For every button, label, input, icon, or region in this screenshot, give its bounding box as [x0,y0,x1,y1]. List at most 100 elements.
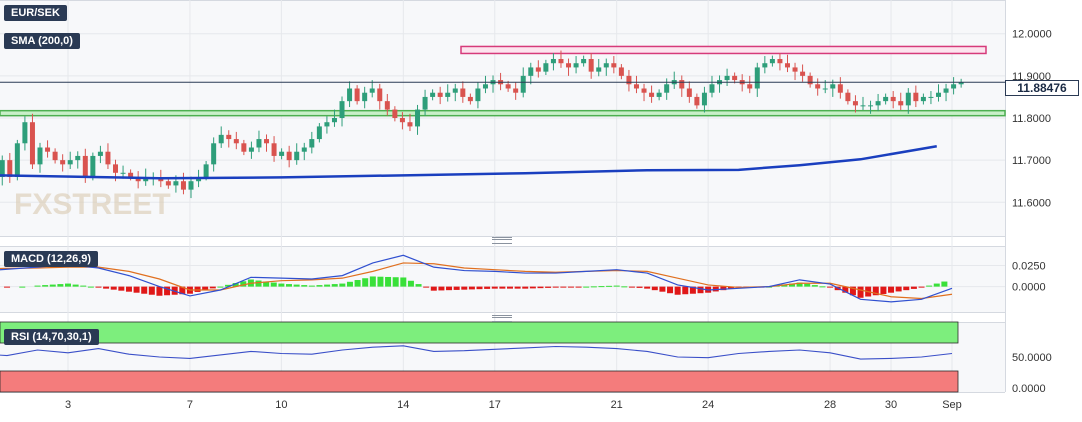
macd-histogram-bar [324,284,331,287]
macd-histogram-bar [827,286,834,288]
candle-body [430,92,436,97]
macd-histogram-bar [689,286,696,294]
candle-body [747,84,753,89]
macd-histogram-bar [415,284,422,287]
macd-histogram-bar [141,286,148,294]
candle-body [611,63,617,68]
candle-body [256,139,262,148]
price-tick-label: 11.9000 [1012,71,1051,83]
candle-body [211,143,217,165]
candle-body [482,84,488,89]
price-tick-label: 11.6000 [1012,197,1051,209]
candle-body [845,92,851,102]
candle-body [233,139,239,144]
candle-body [377,88,383,102]
macd-histogram-bar [667,286,674,294]
candle-body [90,155,96,177]
candle-body [679,80,685,89]
macd-histogram-bar [308,285,315,287]
macd-histogram-bar [842,286,849,293]
candle-body [354,88,360,102]
candle-body [928,96,934,98]
macd-histogram-bar [537,286,544,289]
candle-body [324,122,330,127]
candle-body [339,101,345,118]
macd-histogram-bar [674,286,681,295]
macd-histogram-bar [926,285,933,287]
candle-body [573,63,579,68]
candle-body [279,151,285,156]
macd-histogram-bar [476,286,483,290]
candle-body [331,118,337,123]
macd-histogram-bar [164,286,171,296]
candle-body [316,126,322,140]
candle-body [67,160,73,165]
macd-histogram-bar [598,286,605,288]
macd-histogram-bar [872,286,879,296]
candle-body [0,160,5,177]
candle-body [543,63,549,72]
macd-histogram-bar [522,286,529,289]
macd-histogram-bar [385,276,392,287]
candle-body [641,88,647,93]
x-tick-label: 21 [611,399,623,411]
candle-body [769,59,775,64]
candle-body [784,63,790,68]
candle-body [588,59,594,72]
macd-histogram-bar [468,286,475,290]
macd-histogram-bar [507,286,513,289]
candle-body [815,84,821,89]
macd-panel-bg [0,246,1005,312]
macd-histogram-bar [225,284,232,287]
macd-histogram-bar [720,286,727,291]
x-tick-label: 28 [824,399,836,411]
x-tick-label: 24 [702,399,714,411]
macd-histogram-bar [575,286,582,288]
macd-histogram-bar [918,286,925,288]
macd-histogram-bar [377,276,384,287]
macd-label: MACD (12,26,9) [4,251,99,267]
candle-body [241,143,247,152]
candle-body [566,63,572,68]
candle-body [75,155,81,161]
macd-histogram-bar [339,283,346,287]
macd-histogram-bar [179,286,186,295]
candle-body [180,181,186,190]
macd-panel-resize-handle[interactable] [492,237,512,244]
rsi-tick-label: 50.0000 [1012,352,1052,364]
macd-histogram-bar [4,286,11,288]
macd-histogram-bar [72,284,79,287]
candle-body [415,109,421,127]
candle-body [800,71,806,76]
candle-body [807,75,813,85]
candle-body [724,75,730,81]
candle-body [905,92,911,106]
candle-body [649,92,655,97]
macd-histogram-bar [811,285,818,287]
candle-body [294,151,300,161]
macd-histogram-bar [552,286,559,288]
candle-body [467,96,473,102]
candle-body [686,88,692,97]
candle-body [286,151,292,161]
x-tick-label: 3 [65,399,71,411]
candle-body [792,67,798,72]
rsi-overbought-border [0,321,959,344]
rsi-panel-resize-handle[interactable] [492,315,512,322]
candle-body [113,164,119,173]
candle-body [754,67,760,89]
macd-histogram-bar [529,286,536,289]
candle-body [603,63,609,68]
rsi-tick-label: 0.0000 [1012,383,1046,395]
candle-body [535,67,541,72]
macd-histogram-bar [316,285,323,287]
candle-body [165,181,171,186]
macd-histogram-bar [110,286,117,290]
candle-body [694,96,700,106]
candle-body [218,134,224,144]
candle-body [852,101,858,106]
macd-histogram-bar [659,286,666,292]
resistance-zone [460,45,987,55]
